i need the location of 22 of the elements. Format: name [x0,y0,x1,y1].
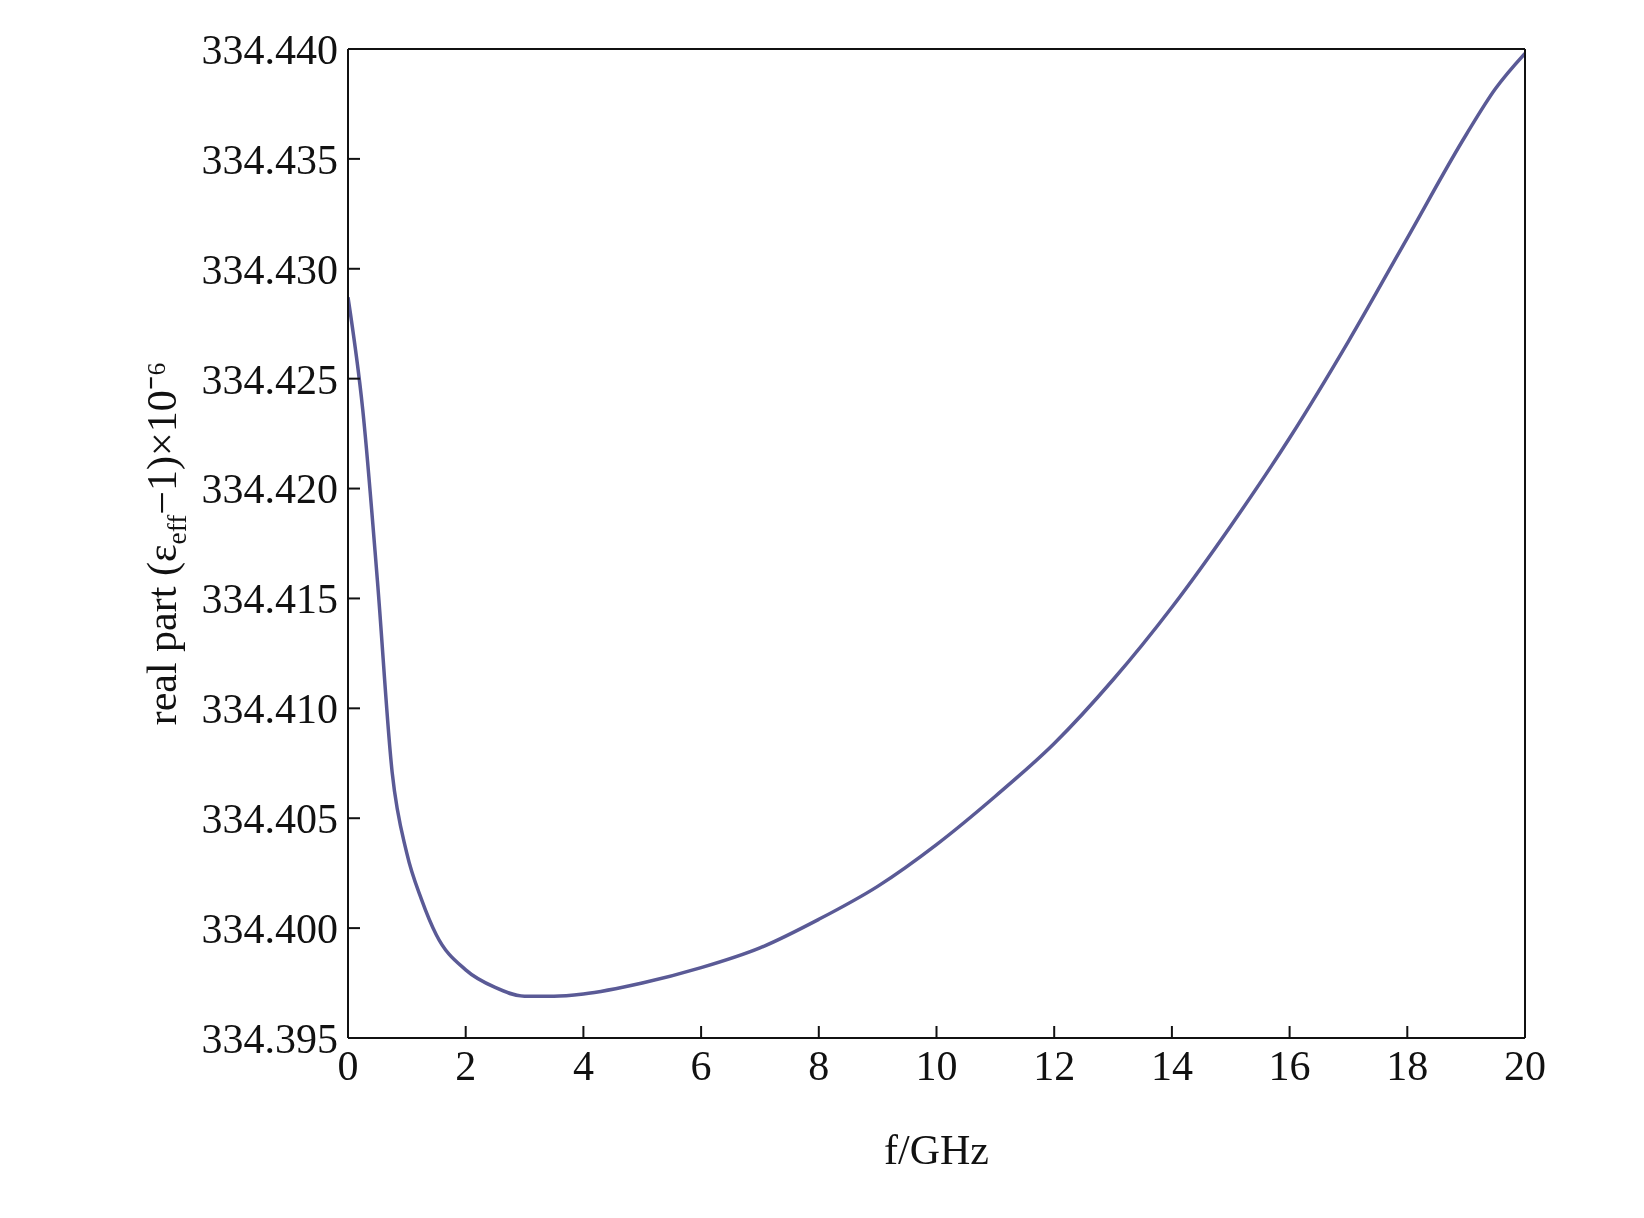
x-tick-label: 8 [808,1042,830,1089]
x-axis-title: f/GHz [884,1127,989,1173]
y-tick-label: 334.425 [201,356,338,403]
y-tick-label: 334.430 [201,246,338,293]
y-tick-label: 334.405 [201,796,338,843]
x-tick-label: 16 [1268,1042,1311,1089]
x-tick-label: 0 [337,1042,359,1089]
y-tick-label: 334.410 [201,686,338,733]
x-tick-label: 18 [1386,1042,1429,1089]
x-tick-label: 20 [1504,1042,1546,1089]
x-tick-label: 6 [690,1042,712,1089]
y-tick-label: 334.395 [201,1015,338,1062]
x-tick-label: 2 [455,1042,477,1089]
x-tick-label: 10 [915,1042,958,1089]
y-tick-label: 334.415 [201,576,338,623]
y-tick-label: 334.420 [201,466,338,513]
x-tick-label: 12 [1033,1042,1076,1089]
x-tick-label: 14 [1150,1042,1193,1089]
x-tick-label: 4 [572,1042,594,1089]
y-tick-label: 334.440 [201,26,338,73]
y-tick-label: 334.400 [201,906,338,953]
y-tick-label: 334.435 [201,136,338,183]
